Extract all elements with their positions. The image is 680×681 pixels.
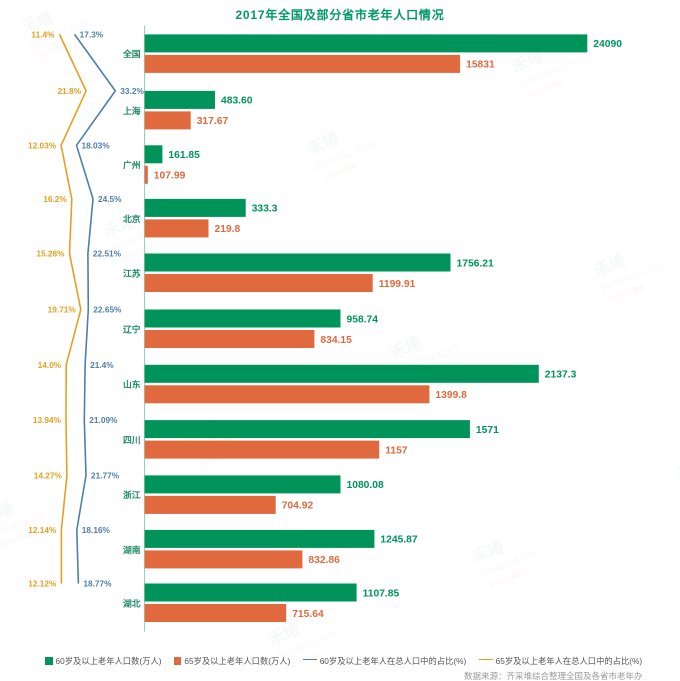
svg-text:958.74: 958.74 (347, 314, 379, 325)
svg-text:1756.21: 1756.21 (457, 258, 494, 269)
svg-text:21.4%: 21.4% (90, 360, 114, 370)
svg-text:22.65%: 22.65% (93, 305, 122, 315)
svg-text:辽宁: 辽宁 (123, 323, 141, 334)
svg-text:山东: 山东 (123, 379, 141, 390)
svg-text:834.15: 834.15 (320, 335, 352, 346)
svg-text:22.51%: 22.51% (93, 249, 122, 259)
svg-text:33.2%: 33.2% (120, 86, 144, 96)
svg-text:12.03%: 12.03% (28, 140, 57, 150)
svg-text:2137.3: 2137.3 (545, 370, 577, 381)
svg-text:湖南: 湖南 (123, 544, 141, 555)
svg-text:12.14%: 12.14% (28, 525, 57, 535)
svg-text:15.28%: 15.28% (36, 249, 65, 259)
svg-text:14.0%: 14.0% (38, 360, 62, 370)
svg-text:21.8%: 21.8% (58, 86, 82, 96)
svg-text:832.86: 832.86 (308, 555, 340, 566)
svg-text:219.8: 219.8 (215, 224, 241, 235)
svg-text:13.94%: 13.94% (33, 415, 62, 425)
svg-text:浙江: 浙江 (123, 489, 141, 500)
svg-text:18.77%: 18.77% (83, 579, 112, 589)
svg-text:1399.8: 1399.8 (435, 390, 467, 401)
svg-text:317.67: 317.67 (197, 116, 229, 127)
svg-text:24.5%: 24.5% (98, 194, 122, 204)
svg-text:江苏: 江苏 (123, 267, 141, 278)
svg-text:18.03%: 18.03% (82, 140, 111, 150)
svg-text:21.09%: 21.09% (89, 415, 118, 425)
svg-text:483.60: 483.60 (221, 96, 253, 107)
svg-text:11.4%: 11.4% (31, 29, 55, 39)
svg-text:广州: 广州 (123, 159, 141, 170)
svg-text:19.71%: 19.71% (48, 305, 77, 315)
svg-text:14.27%: 14.27% (34, 470, 63, 480)
svg-text:1199.91: 1199.91 (379, 279, 416, 290)
svg-text:12.12%: 12.12% (28, 579, 57, 589)
svg-text:1157: 1157 (385, 445, 408, 456)
svg-text:18.16%: 18.16% (82, 525, 111, 535)
svg-text:1571: 1571 (476, 425, 499, 436)
svg-text:333.3: 333.3 (252, 204, 278, 215)
svg-text:21.77%: 21.77% (91, 470, 120, 480)
svg-text:15831: 15831 (466, 60, 495, 71)
svg-text:715.64: 715.64 (292, 609, 324, 620)
svg-text:四川: 四川 (123, 435, 141, 445)
svg-text:704.92: 704.92 (282, 501, 314, 512)
svg-text:16.2%: 16.2% (43, 194, 67, 204)
svg-text:1245.87: 1245.87 (380, 535, 417, 546)
svg-text:北京: 北京 (123, 213, 141, 224)
svg-text:24090: 24090 (593, 39, 622, 50)
svg-text:上海: 上海 (123, 105, 141, 116)
svg-text:17.3%: 17.3% (80, 29, 104, 39)
svg-text:107.99: 107.99 (154, 171, 186, 182)
svg-text:湖北: 湖北 (123, 597, 141, 608)
svg-text:全国: 全国 (122, 48, 141, 59)
svg-text:1080.08: 1080.08 (347, 480, 384, 491)
svg-text:1107.85: 1107.85 (363, 588, 400, 599)
svg-text:161.85: 161.85 (168, 150, 200, 161)
